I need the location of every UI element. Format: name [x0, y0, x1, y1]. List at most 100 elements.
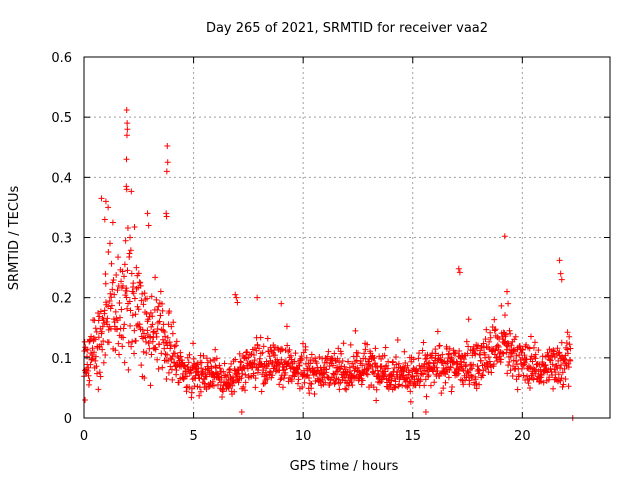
- data-point: [126, 298, 133, 305]
- data-point: [382, 344, 389, 351]
- data-point: [354, 364, 361, 371]
- data-point: [492, 326, 499, 333]
- data-point: [405, 382, 412, 389]
- data-point: [232, 291, 239, 298]
- data-point: [487, 334, 494, 341]
- data-point: [131, 350, 138, 357]
- data-point: [257, 334, 264, 341]
- data-point: [416, 378, 423, 385]
- data-point: [120, 334, 127, 341]
- data-point: [501, 330, 508, 337]
- data-point: [557, 377, 564, 384]
- data-point: [89, 355, 96, 362]
- data-point: [417, 376, 424, 383]
- data-point: [216, 365, 223, 372]
- data-point: [433, 364, 440, 371]
- data-point: [141, 290, 148, 297]
- data-point: [306, 390, 313, 397]
- data-point: [415, 355, 422, 362]
- data-point: [558, 276, 565, 283]
- data-point: [124, 120, 131, 127]
- data-point: [472, 376, 479, 383]
- data-point: [196, 375, 203, 382]
- data-point: [121, 359, 128, 366]
- data-point: [106, 240, 113, 247]
- data-point: [564, 329, 571, 336]
- data-point: [168, 323, 175, 330]
- data-point: [124, 267, 131, 274]
- data-point: [124, 126, 131, 133]
- data-point: [113, 271, 120, 278]
- data-point: [390, 383, 397, 390]
- data-point: [236, 350, 243, 357]
- data-point: [159, 336, 166, 343]
- data-point: [238, 375, 245, 382]
- data-point: [521, 359, 528, 366]
- data-point: [278, 345, 285, 352]
- data-point: [537, 371, 544, 378]
- data-point: [165, 369, 172, 376]
- data-point: [160, 327, 167, 334]
- data-point: [448, 355, 455, 362]
- data-point: [506, 358, 513, 365]
- data-point: [123, 285, 130, 292]
- y-tick-label: 0.3: [51, 232, 72, 247]
- data-point: [373, 397, 380, 404]
- data-point: [164, 334, 171, 341]
- data-point: [447, 364, 454, 371]
- data-point: [149, 313, 156, 320]
- data-point: [561, 365, 568, 372]
- data-point: [196, 392, 203, 399]
- data-point: [220, 388, 227, 395]
- data-point: [134, 303, 141, 310]
- data-point: [513, 352, 520, 359]
- data-point: [513, 361, 520, 368]
- data-point: [423, 355, 430, 362]
- data-point: [163, 376, 170, 383]
- data-point: [549, 361, 556, 368]
- data-point: [487, 364, 494, 371]
- data-point: [482, 354, 489, 361]
- data-point: [261, 361, 268, 368]
- data-point: [212, 346, 219, 353]
- data-point: [208, 365, 215, 372]
- data-point: [431, 379, 438, 386]
- data-point: [381, 352, 388, 359]
- data-point: [375, 371, 382, 378]
- data-point: [509, 350, 516, 357]
- data-point: [351, 375, 358, 382]
- data-point: [302, 343, 309, 350]
- data-point: [359, 362, 366, 369]
- data-point: [352, 327, 359, 334]
- data-point: [126, 250, 133, 257]
- data-point: [168, 356, 175, 363]
- x-tick-label: 20: [514, 429, 531, 444]
- data-point: [128, 270, 135, 277]
- data-point: [153, 330, 160, 337]
- data-point: [102, 280, 109, 287]
- data-point: [90, 335, 97, 342]
- data-point: [525, 380, 532, 387]
- data-point: [209, 378, 216, 385]
- data-point: [98, 328, 105, 335]
- data-point: [137, 282, 144, 289]
- data-point: [308, 351, 315, 358]
- data-point: [475, 370, 482, 377]
- data-point: [420, 339, 427, 346]
- data-point: [111, 291, 118, 298]
- data-point: [477, 357, 484, 364]
- data-point: [389, 359, 396, 366]
- data-point: [218, 374, 225, 381]
- data-point: [538, 372, 545, 379]
- data-point: [527, 364, 534, 371]
- data-point: [291, 358, 298, 365]
- data-point: [107, 290, 114, 297]
- data-point: [203, 355, 210, 362]
- data-point: [293, 370, 300, 377]
- data-point: [159, 364, 166, 371]
- data-point: [191, 383, 198, 390]
- data-point: [183, 388, 190, 395]
- data-point: [567, 357, 574, 364]
- data-point: [565, 364, 572, 371]
- data-point: [234, 370, 241, 377]
